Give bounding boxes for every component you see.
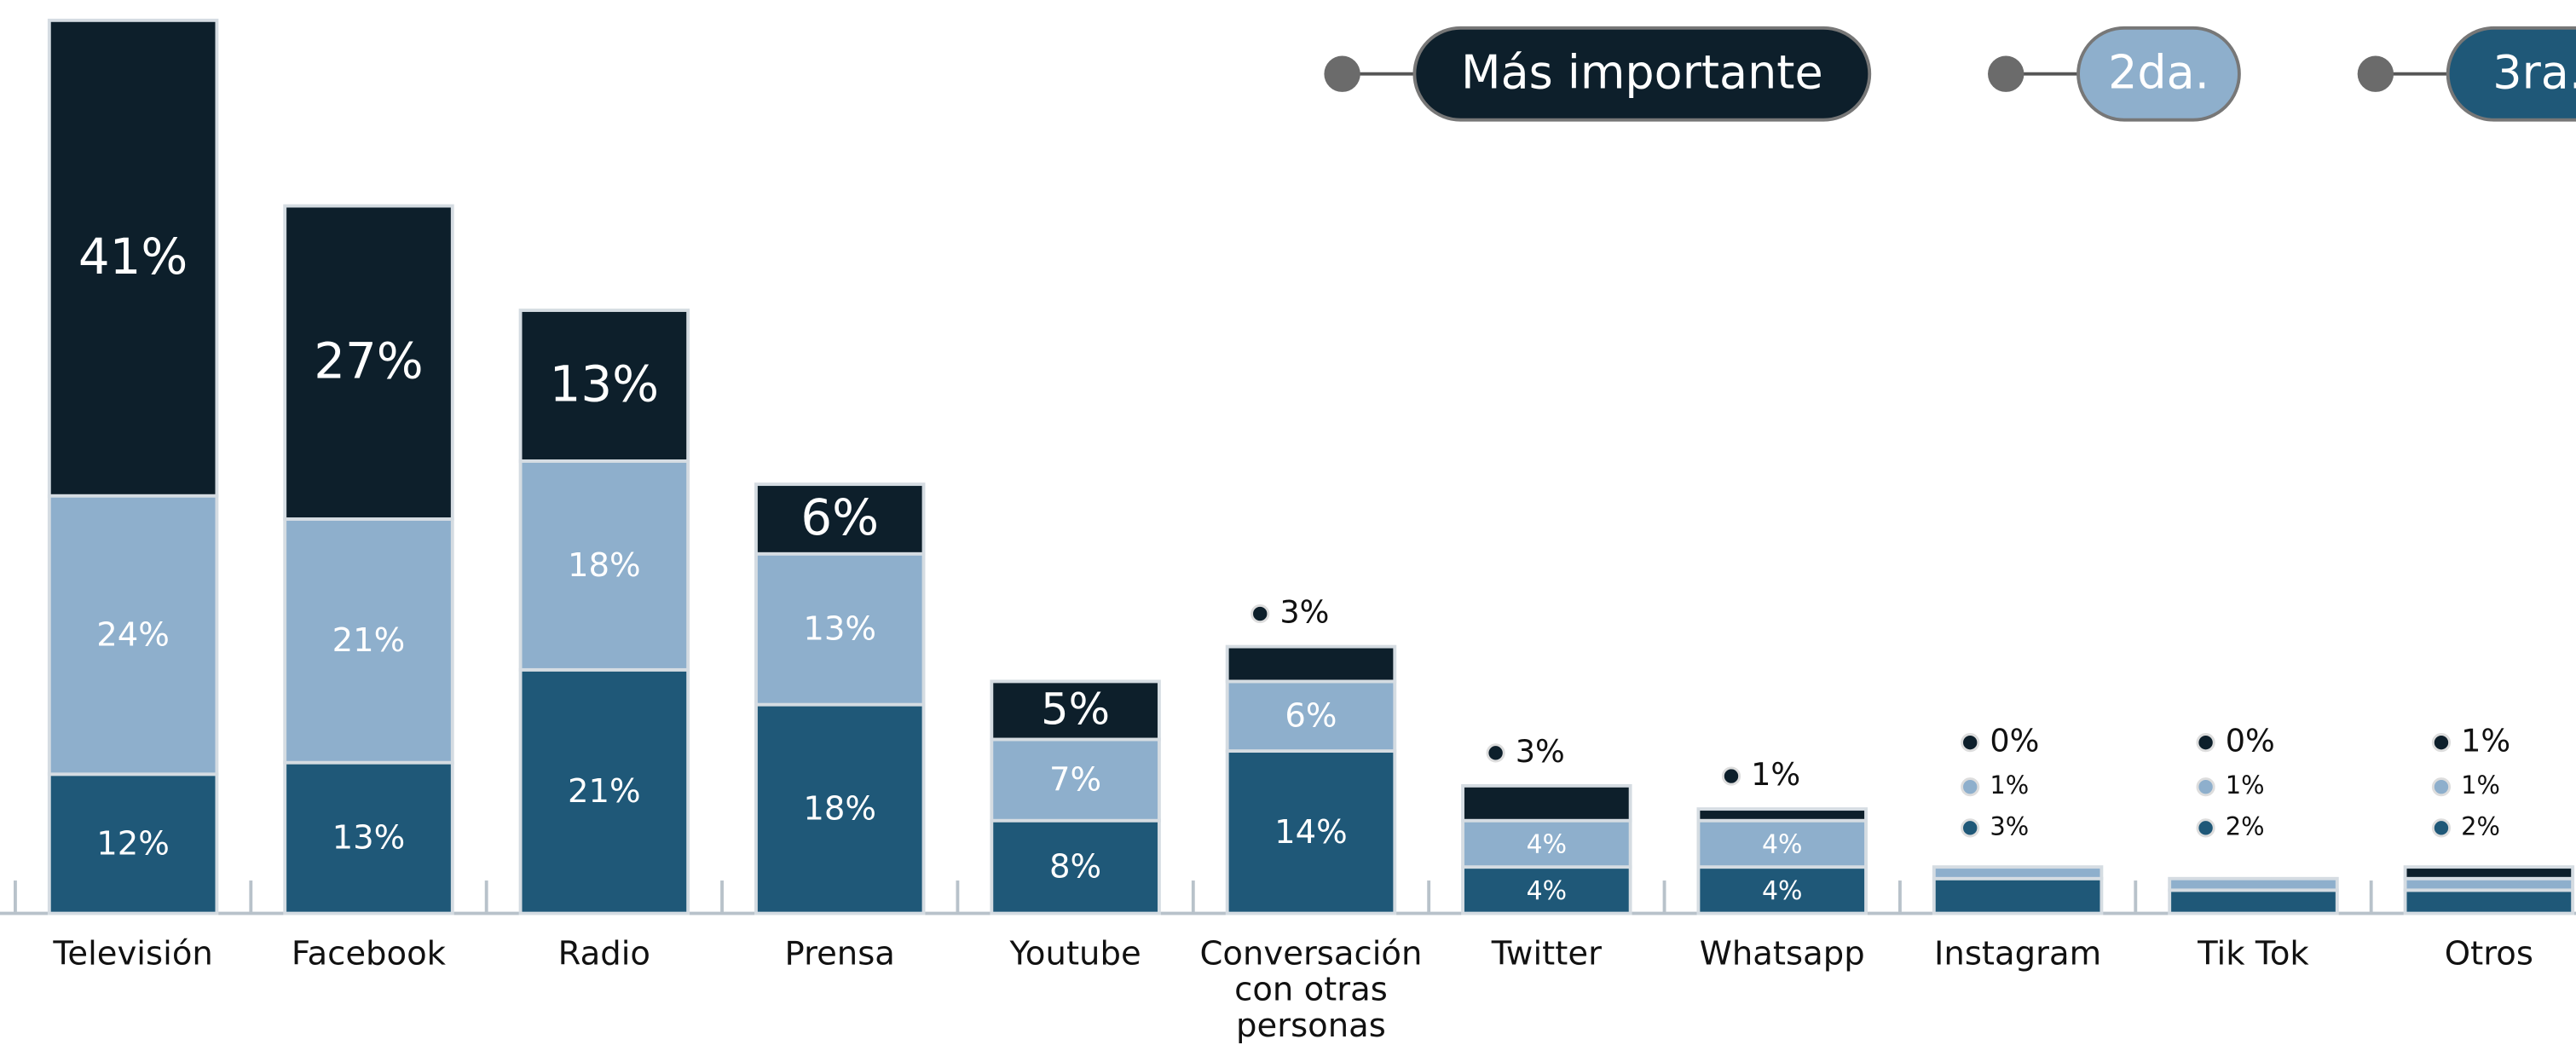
legend-dot	[1324, 55, 1360, 92]
value-label: 3%	[1990, 811, 2029, 840]
label-dot	[2196, 818, 2215, 838]
bar-segment	[518, 309, 690, 463]
label-dot	[2431, 777, 2452, 797]
bar-segment	[47, 494, 219, 777]
x-tick-label: Whatsapp	[1699, 932, 1865, 973]
legend-pill	[2446, 26, 2576, 122]
bar-segment	[1225, 749, 1397, 915]
label-dot	[2431, 818, 2452, 838]
value-label: 14%	[1274, 813, 1348, 852]
x-tick-label: Twitter	[1491, 932, 1602, 973]
bar-segment	[47, 18, 219, 498]
legend-dot	[1988, 55, 2024, 92]
value-label: 1%	[2226, 771, 2265, 800]
bar-segment	[990, 737, 1161, 823]
label-dot	[2431, 733, 2452, 753]
label-dot	[1250, 603, 1270, 624]
bar-segment	[1932, 876, 2104, 915]
bar-segment	[754, 482, 926, 556]
x-tick-label: Televisión	[53, 932, 213, 973]
label-dot	[1486, 743, 1505, 763]
value-label: 13%	[332, 819, 406, 857]
bar-segment	[2168, 876, 2339, 892]
x-tick-label: Instagram	[1934, 932, 2102, 973]
bar-segment	[1696, 807, 1868, 823]
value-label: 1%	[2461, 771, 2500, 800]
bar-segment	[990, 679, 1161, 742]
label-dot	[1961, 818, 1980, 838]
bar-segment	[1225, 679, 1397, 753]
bar-segment	[283, 204, 454, 521]
value-label: 18%	[803, 790, 876, 828]
x-tick-label: Tik Tok	[2198, 932, 2309, 973]
value-label: 1%	[1990, 771, 2029, 800]
value-label: 12%	[96, 824, 170, 863]
x-tick-label: Facebook	[291, 932, 447, 973]
bar-segment	[1461, 865, 1632, 915]
value-label: 4%	[1527, 876, 1567, 906]
bar-segment	[1461, 818, 1632, 869]
value-label: 13%	[550, 355, 659, 413]
label-dot	[1961, 777, 1980, 797]
label-dot	[2196, 777, 2215, 797]
value-label: 7%	[1049, 761, 1101, 800]
bar-segment	[2403, 865, 2575, 880]
label-dot	[1961, 733, 1980, 753]
bar-segment	[754, 551, 926, 707]
value-label: 21%	[568, 772, 641, 811]
bar-segment	[2168, 888, 2339, 915]
bar-segment	[1461, 783, 1632, 823]
value-label: 5%	[1041, 684, 1110, 735]
value-label: 3%	[1516, 733, 1565, 770]
value-label: 41%	[78, 228, 188, 286]
bar-segment	[1696, 818, 1868, 869]
bar-segment	[2403, 876, 2575, 892]
legend-label: Más importante	[1461, 45, 1823, 99]
value-label: 2%	[2461, 811, 2500, 840]
bar-segment	[283, 760, 454, 915]
value-label: 18%	[568, 546, 641, 585]
bar-segment	[518, 459, 690, 672]
value-label: 2%	[2226, 811, 2265, 840]
x-tick-label: Conversación con otras personas	[1199, 932, 1423, 1045]
value-label: 13%	[803, 610, 876, 649]
x-tick-label: Prensa	[784, 932, 895, 973]
bar-segment	[1932, 865, 2104, 880]
value-label: 4%	[1527, 829, 1567, 859]
legend-dot	[2357, 55, 2394, 92]
value-label: 6%	[1285, 697, 1337, 736]
value-label: 4%	[1762, 876, 1802, 906]
bar-segment	[518, 667, 690, 915]
bar-segment	[1225, 644, 1397, 684]
x-tick-label: Otros	[2444, 932, 2533, 973]
bar-segment	[47, 772, 219, 915]
bar-segment	[2403, 888, 2575, 915]
x-tick-label: Youtube	[1009, 932, 1141, 973]
value-label: 1%	[1751, 756, 1800, 793]
value-label: 8%	[1049, 848, 1101, 886]
value-label: 0%	[2226, 723, 2275, 759]
label-dot	[1721, 766, 1741, 786]
bar-segment	[1696, 865, 1868, 915]
legend-pill	[1412, 26, 1872, 122]
legend-label: 2da.	[2108, 45, 2209, 99]
value-label: 4%	[1762, 829, 1802, 859]
value-label: 24%	[96, 615, 170, 654]
value-label: 27%	[314, 332, 423, 390]
legend-label: 3ra.	[2492, 45, 2576, 99]
bar-segment	[990, 818, 1161, 915]
x-tick-label: Radio	[557, 932, 650, 973]
value-label: 3%	[1279, 594, 1329, 631]
legend-pill	[2076, 26, 2241, 122]
value-label: 21%	[332, 621, 406, 660]
value-label: 6%	[800, 488, 879, 546]
value-label: 1%	[2461, 723, 2510, 759]
label-dot	[2196, 733, 2215, 753]
value-label: 0%	[1990, 723, 2039, 759]
bar-segment	[754, 702, 926, 915]
